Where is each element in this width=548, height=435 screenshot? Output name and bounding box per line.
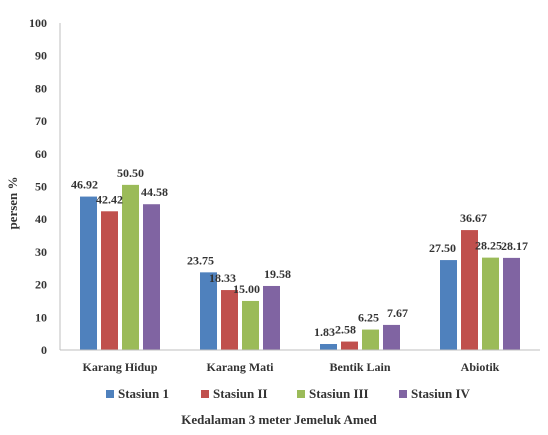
data-label: 1.83 [314, 325, 335, 339]
y-tick-label: 80 [35, 81, 47, 95]
bar [461, 230, 478, 350]
x-category-label: Bentik Lain [329, 360, 390, 374]
y-tick-label: 20 [35, 278, 47, 292]
y-axis-title: persen % [5, 176, 20, 229]
data-label: 42.42 [96, 192, 123, 206]
bar [482, 257, 499, 350]
data-label: 28.17 [501, 239, 528, 253]
legend: Stasiun 1 Stasiun II Stasiun III Stasiun IV [106, 386, 470, 401]
bar [362, 329, 379, 350]
legend-swatch [399, 390, 407, 398]
y-tick-label: 70 [35, 114, 47, 128]
y-tick-label: 90 [35, 49, 47, 63]
legend-swatch [106, 390, 114, 398]
data-label: 2.58 [335, 323, 356, 337]
bar [263, 285, 280, 350]
data-label: 6.25 [358, 311, 379, 325]
legend-swatch [201, 390, 209, 398]
y-tick-label: 100 [29, 16, 47, 30]
data-label: 15.00 [233, 282, 260, 296]
bar [503, 257, 520, 350]
bar [101, 211, 118, 350]
bar [341, 341, 358, 350]
legend-label: Stasiun 1 [118, 386, 169, 401]
bar [200, 272, 217, 350]
y-tick-label: 0 [41, 343, 47, 357]
x-axis-categories: Karang Hidup Karang Mati Bentik Lain Abioti… [82, 360, 499, 374]
data-label: 7.67 [387, 306, 408, 320]
x-axis-title: Kedalaman 3 meter Jemeluk Amed [181, 412, 377, 427]
bar [320, 344, 337, 350]
bar [122, 184, 139, 350]
data-label: 27.50 [429, 241, 456, 255]
data-label: 18.33 [209, 271, 236, 285]
bar [440, 260, 457, 350]
bar [242, 300, 259, 350]
legend-label: Stasiun IV [411, 386, 470, 401]
y-tick-label: 50 [35, 180, 47, 194]
data-label: 36.67 [460, 211, 487, 225]
bar [383, 324, 400, 350]
data-label: 44.58 [141, 185, 168, 199]
data-label: 19.58 [264, 267, 291, 281]
x-category-label: Abiotik [461, 360, 500, 374]
data-label: 23.75 [187, 253, 214, 267]
legend-label: Stasiun III [309, 386, 369, 401]
x-category-label: Karang Mati [207, 360, 275, 374]
bars [80, 184, 520, 350]
y-axis-ticks: 0 10 20 30 40 50 60 70 80 90 100 [29, 16, 47, 357]
bar [80, 196, 97, 350]
data-label: 28.25 [475, 239, 502, 253]
data-label: 46.92 [71, 178, 98, 192]
x-category-label: Karang Hidup [82, 360, 157, 374]
y-tick-label: 30 [35, 245, 47, 259]
legend-label: Stasiun II [213, 386, 268, 401]
data-label: 50.50 [117, 166, 144, 180]
y-tick-label: 60 [35, 147, 47, 161]
bar [221, 290, 238, 350]
y-tick-label: 10 [35, 310, 47, 324]
legend-swatch [297, 390, 305, 398]
bar [143, 204, 160, 350]
y-tick-label: 40 [35, 212, 47, 226]
